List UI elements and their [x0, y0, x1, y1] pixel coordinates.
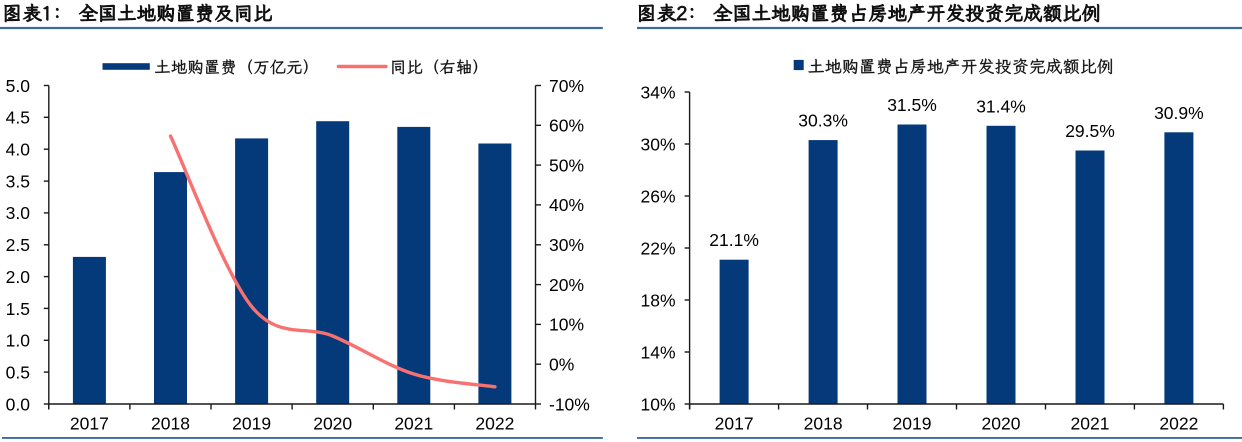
svg-text:4.0: 4.0	[6, 140, 31, 160]
svg-text:10%: 10%	[641, 394, 676, 414]
svg-text:5.0: 5.0	[6, 76, 31, 96]
svg-text:40%: 40%	[549, 195, 584, 215]
svg-text:2020: 2020	[982, 414, 1021, 434]
svg-text:4.5: 4.5	[6, 108, 30, 128]
svg-text:2021: 2021	[394, 414, 433, 434]
svg-text:21.1%: 21.1%	[709, 230, 759, 250]
svg-text:2022: 2022	[1159, 414, 1198, 434]
svg-text:0.0: 0.0	[6, 394, 31, 414]
svg-text:70%: 70%	[549, 76, 584, 96]
svg-text:50%: 50%	[549, 155, 584, 175]
svg-text:3.5: 3.5	[6, 171, 30, 191]
svg-text:2020: 2020	[313, 414, 352, 434]
svg-text:2017: 2017	[70, 414, 109, 434]
svg-text:30.3%: 30.3%	[798, 111, 848, 131]
svg-text:30%: 30%	[641, 134, 676, 154]
svg-text:31.5%: 31.5%	[887, 95, 937, 115]
svg-text:2.5: 2.5	[6, 235, 30, 255]
svg-text:26%: 26%	[641, 186, 676, 206]
svg-text:2018: 2018	[151, 414, 190, 434]
svg-text:2022: 2022	[475, 414, 514, 434]
svg-text:29.5%: 29.5%	[1065, 121, 1115, 141]
svg-text:20%: 20%	[549, 275, 584, 295]
svg-text:2019: 2019	[893, 414, 932, 434]
svg-text:60%: 60%	[549, 116, 584, 136]
svg-text:34%: 34%	[641, 82, 676, 102]
svg-text:2021: 2021	[1071, 414, 1110, 434]
svg-text:31.4%: 31.4%	[976, 96, 1026, 116]
svg-text:10%: 10%	[549, 315, 584, 335]
svg-text:14%: 14%	[641, 342, 676, 362]
svg-text:2019: 2019	[232, 414, 271, 434]
svg-text:-10%: -10%	[549, 394, 590, 414]
svg-text:22%: 22%	[641, 238, 676, 258]
svg-text:30%: 30%	[549, 235, 584, 255]
svg-text:2017: 2017	[715, 414, 754, 434]
svg-text:18%: 18%	[641, 290, 676, 310]
svg-text:0.5: 0.5	[6, 362, 30, 382]
svg-text:3.0: 3.0	[6, 203, 31, 223]
svg-text:2.0: 2.0	[6, 267, 31, 287]
svg-text:0%: 0%	[549, 355, 574, 375]
svg-text:1.0: 1.0	[6, 331, 31, 351]
svg-text:2018: 2018	[804, 414, 843, 434]
svg-text:30.9%: 30.9%	[1154, 103, 1204, 123]
svg-text:1.5: 1.5	[6, 299, 30, 319]
